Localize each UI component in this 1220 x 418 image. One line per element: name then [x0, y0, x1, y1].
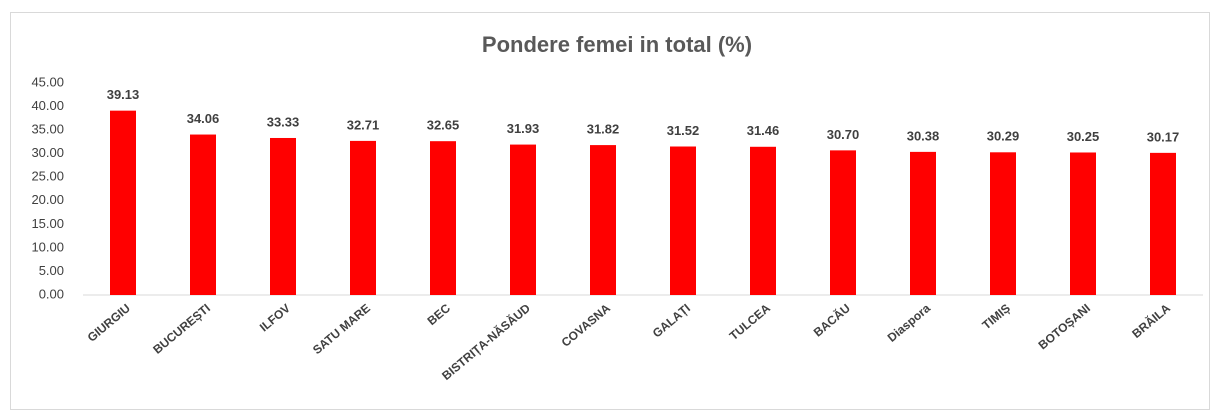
y-tick-label: 30.00	[31, 145, 64, 160]
value-label: 30.17	[1147, 129, 1180, 144]
bar	[1150, 152, 1176, 295]
bar	[1070, 152, 1096, 295]
bar	[430, 141, 456, 295]
y-tick-label: 25.00	[31, 169, 64, 184]
bar	[830, 150, 856, 295]
bar	[670, 146, 696, 295]
value-label: 33.33	[267, 114, 300, 129]
value-label: 31.82	[587, 122, 620, 137]
value-label: 32.65	[427, 118, 460, 133]
bar	[590, 145, 616, 295]
value-label: 31.52	[667, 123, 700, 138]
bar	[350, 140, 376, 295]
bar	[910, 151, 936, 295]
value-label: 31.46	[747, 123, 780, 138]
chart-title: Pondere femei in total (%)	[482, 32, 752, 57]
value-label: 32.71	[347, 117, 380, 132]
y-tick-label: 5.00	[39, 263, 64, 278]
value-label: 30.29	[987, 129, 1020, 144]
value-label: 30.25	[1067, 129, 1100, 144]
value-label: 34.06	[187, 111, 220, 126]
bar	[110, 110, 136, 295]
bar	[990, 152, 1016, 295]
value-label: 30.70	[827, 127, 860, 142]
y-tick-label: 35.00	[31, 122, 64, 137]
y-tick-label: 10.00	[31, 239, 64, 254]
bar	[270, 137, 296, 295]
y-tick-label: 0.00	[39, 286, 64, 301]
bar	[510, 144, 536, 295]
y-tick-label: 20.00	[31, 192, 64, 207]
y-tick-label: 15.00	[31, 216, 64, 231]
value-label: 39.13	[107, 87, 140, 102]
bar	[750, 146, 776, 295]
bar	[190, 134, 216, 295]
value-label: 30.38	[907, 128, 940, 143]
y-tick-label: 40.00	[31, 98, 64, 113]
y-tick-label: 45.00	[31, 74, 64, 89]
value-label: 31.93	[507, 121, 540, 136]
